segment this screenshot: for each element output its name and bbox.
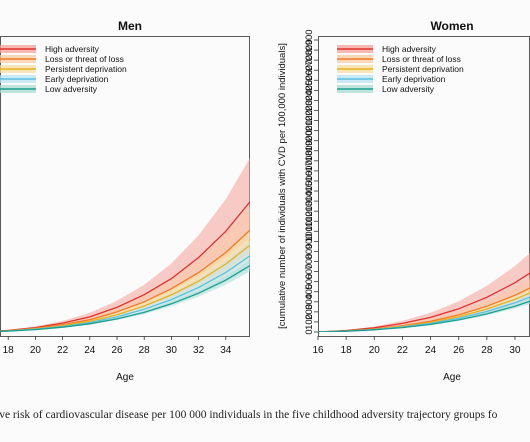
x-tick-label: 20 (30, 345, 42, 356)
confidence-band-0 (318, 252, 530, 332)
legend-label: Loss or threat of loss (382, 54, 461, 64)
x-tick-label: 16 (312, 345, 324, 356)
y-tick-label: 1500 (304, 170, 315, 191)
y-tick-label: 2300 (304, 90, 315, 111)
legend-label: High adversity (45, 44, 100, 54)
x-tick-label: 20 (369, 345, 381, 356)
y-tick-label: 1200 (304, 201, 315, 222)
figure-caption: ive risk of cardiovascular disease per 1… (0, 406, 530, 428)
y-tick-label: 100 (304, 314, 315, 330)
panel-title: Men (118, 19, 142, 33)
legend-label: High adversity (382, 44, 437, 54)
x-tick-label: 22 (397, 345, 409, 356)
x-tick-label: 34 (220, 345, 232, 356)
y-tick-label: 300 (304, 294, 315, 310)
x-tick-label: 24 (84, 345, 96, 356)
legend-label: Persistent deprivation (45, 64, 127, 74)
y-tick-label: 1100 (304, 211, 315, 231)
legend-label: Low adversity (45, 84, 98, 94)
x-tick-label: 32 (193, 345, 205, 356)
y-tick-label: 2600 (304, 60, 315, 81)
plot-area (0, 157, 250, 332)
y-tick-label: 400 (304, 284, 315, 300)
legend-label: Persistent deprivation (382, 64, 464, 74)
y-tick-label: 2400 (304, 80, 315, 101)
y-tick-label: 2800 (304, 39, 315, 60)
x-tick-label: 24 (425, 345, 437, 356)
panel-title: Women (430, 19, 473, 33)
y-tick-label: 2000 (304, 120, 315, 141)
x-tick-label: 18 (341, 345, 353, 356)
y-tick-label: 2500 (304, 70, 315, 91)
legend-label: Loss or threat of loss (45, 54, 124, 64)
y-tick-label: 1700 (304, 150, 315, 171)
x-axis-label: Age (443, 372, 461, 383)
x-axis-label: Age (116, 372, 134, 383)
y-tick-label: 600 (304, 264, 315, 280)
y-tick-label: 1000 (304, 221, 315, 242)
confidence-band-1 (0, 206, 250, 332)
legend-label: Early deprivation (45, 74, 109, 84)
x-tick-label: 30 (509, 345, 521, 356)
x-tick-label: 30 (166, 345, 178, 356)
y-tick-label: 2900 (304, 29, 315, 50)
y-axis-label: [cumulative number of individuals with C… (277, 43, 288, 329)
x-tick-label: 26 (453, 345, 465, 356)
x-tick-label: 22 (57, 345, 69, 356)
y-tick-label: 1900 (304, 130, 315, 151)
y-tick-label: 200 (304, 304, 315, 320)
y-tick-label: 1300 (304, 191, 315, 212)
caption-text: ive risk of cardiovascular disease per 1… (0, 409, 498, 421)
y-tick-label: 700 (304, 254, 315, 270)
x-tick-label: 28 (139, 345, 151, 356)
y-tick-label: 2200 (304, 100, 315, 121)
confidence-band-0 (0, 157, 250, 332)
y-tick-label: 2700 (304, 50, 315, 71)
legend-label: Low adversity (382, 84, 435, 94)
y-tick-label: 500 (304, 274, 315, 290)
x-tick-label: 18 (3, 345, 15, 356)
legend-label: Early deprivation (382, 74, 446, 84)
x-tick-label: 26 (111, 345, 123, 356)
plot-area (318, 252, 530, 332)
y-tick-label: 1400 (304, 180, 315, 201)
series-line-0 (318, 272, 530, 332)
series-line-0 (0, 200, 250, 332)
series-line-4 (0, 264, 250, 332)
y-tick-label: 0 (304, 329, 315, 334)
y-tick-label: 1800 (304, 140, 315, 161)
panel-women: Women 16 18 20 22 24 26 28 30 Age 0100200300400500… (277, 19, 530, 383)
series-line-4 (318, 300, 530, 332)
y-tick-label: 1600 (304, 160, 315, 181)
y-tick-label: 2100 (304, 110, 315, 131)
y-tick-label: 900 (304, 233, 315, 249)
confidence-band-1 (318, 278, 530, 332)
y-tick-label: 800 (304, 244, 315, 260)
x-tick-label: 28 (481, 345, 493, 356)
